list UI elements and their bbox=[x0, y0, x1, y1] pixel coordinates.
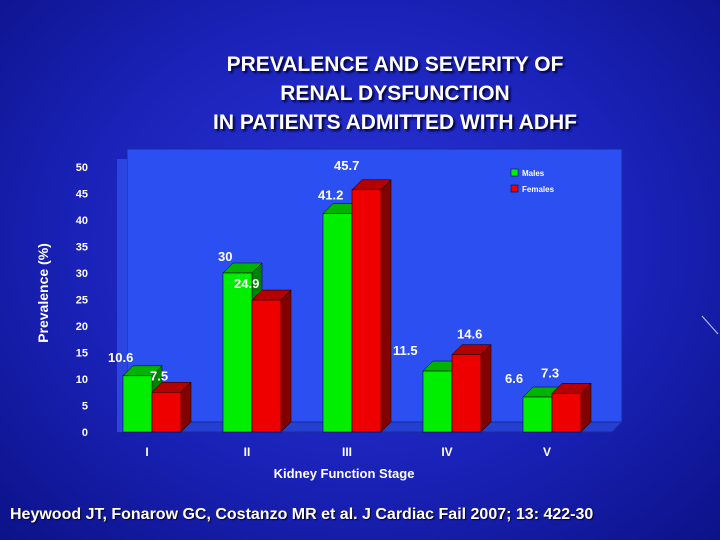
x-tick-label: II bbox=[244, 445, 251, 459]
bar-front-face bbox=[322, 213, 353, 433]
bar-front-face bbox=[122, 375, 153, 433]
bar-front-face bbox=[151, 392, 182, 433]
data-label: 14.6 bbox=[457, 327, 482, 342]
y-tick-label: 50 bbox=[76, 162, 88, 174]
bar-front-face bbox=[422, 370, 453, 433]
data-label: 24.9 bbox=[234, 276, 259, 291]
y-tick-label: 40 bbox=[76, 215, 88, 227]
data-label: 41.2 bbox=[318, 188, 343, 203]
bar-females-III bbox=[351, 179, 392, 433]
y-axis-label: Prevalence (%) bbox=[35, 243, 51, 343]
bar-side-face bbox=[380, 179, 392, 433]
legend-label: Males bbox=[522, 169, 545, 178]
data-label: 7.3 bbox=[541, 365, 559, 380]
title-line-2: RENAL DYSFUNCTION bbox=[280, 82, 510, 105]
bar-front-face bbox=[351, 189, 382, 433]
title-line-1: PREVALENCE AND SEVERITY OF bbox=[226, 53, 564, 76]
bar-front-face bbox=[551, 393, 582, 433]
x-tick-label: III bbox=[342, 445, 352, 459]
legend-swatch bbox=[510, 168, 519, 177]
data-label: 30 bbox=[218, 249, 232, 264]
x-tick-label: IV bbox=[441, 445, 452, 459]
bar-side-face bbox=[280, 289, 292, 433]
y-tick-label: 35 bbox=[76, 242, 88, 254]
bar-females-V bbox=[551, 382, 592, 433]
y-tick-label: 0 bbox=[82, 427, 88, 439]
bars-group: 10.6 30 41.2 11.5 6.6 7.5 24.9 45.7 14.6 7.3 bbox=[108, 158, 592, 433]
y-tick-label: 15 bbox=[76, 348, 88, 360]
x-axis-ticks: I II III IV V bbox=[145, 445, 551, 459]
bar-front-face bbox=[522, 396, 553, 433]
bar-front-face bbox=[251, 299, 282, 433]
title-line-3: IN PATIENTS ADMITTED WITH ADHF bbox=[213, 111, 577, 134]
data-label: 7.5 bbox=[150, 368, 168, 383]
y-tick-label: 20 bbox=[76, 321, 88, 333]
legend: Males Females bbox=[510, 168, 555, 194]
y-tick-label: 25 bbox=[76, 295, 88, 307]
plot-side-wall bbox=[117, 159, 127, 432]
y-tick-label: 5 bbox=[82, 401, 88, 413]
y-tick-label: 10 bbox=[76, 374, 88, 386]
data-label: 6.6 bbox=[505, 371, 523, 386]
data-label: 45.7 bbox=[334, 158, 359, 173]
bar-females-IV bbox=[451, 344, 492, 433]
bar-side-face bbox=[480, 344, 492, 433]
citation: Heywood JT, Fonarow GC, Costanzo MR et a… bbox=[10, 506, 594, 523]
bar-front-face bbox=[222, 272, 253, 433]
bar-front-face bbox=[451, 354, 482, 433]
x-axis-label: Kidney Function Stage bbox=[274, 466, 415, 481]
y-tick-label: 30 bbox=[76, 268, 88, 280]
legend-swatch bbox=[510, 184, 519, 193]
bar-females-II bbox=[251, 289, 292, 433]
legend-label: Females bbox=[522, 185, 555, 194]
y-axis-ticks: 0 5 10 15 20 25 30 35 40 45 50 bbox=[76, 162, 88, 439]
x-tick-label: I bbox=[145, 445, 148, 459]
decorative-line bbox=[701, 315, 719, 335]
data-label: 11.5 bbox=[393, 343, 418, 358]
slide-title: PREVALENCE AND SEVERITY OF RENAL DYSFUNC… bbox=[100, 50, 690, 137]
data-label: 10.6 bbox=[108, 350, 133, 365]
bar-females-I bbox=[151, 381, 192, 433]
x-tick-label: V bbox=[543, 445, 551, 459]
y-tick-label: 45 bbox=[76, 189, 88, 201]
